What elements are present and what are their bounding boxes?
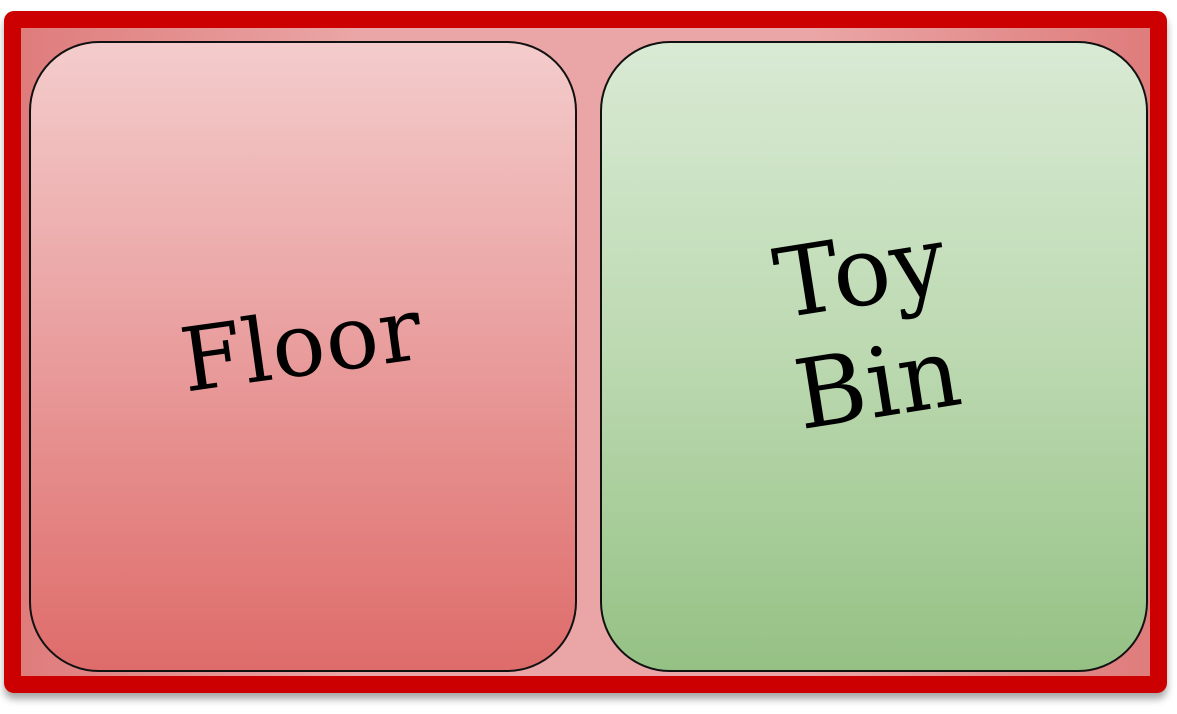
toy-bin-card[interactable]: Toy Bin bbox=[600, 41, 1148, 672]
toy-bin-card-label: Toy Bin bbox=[767, 203, 970, 453]
floor-card[interactable]: Floor bbox=[29, 41, 577, 672]
floor-card-label: Floor bbox=[174, 276, 429, 413]
